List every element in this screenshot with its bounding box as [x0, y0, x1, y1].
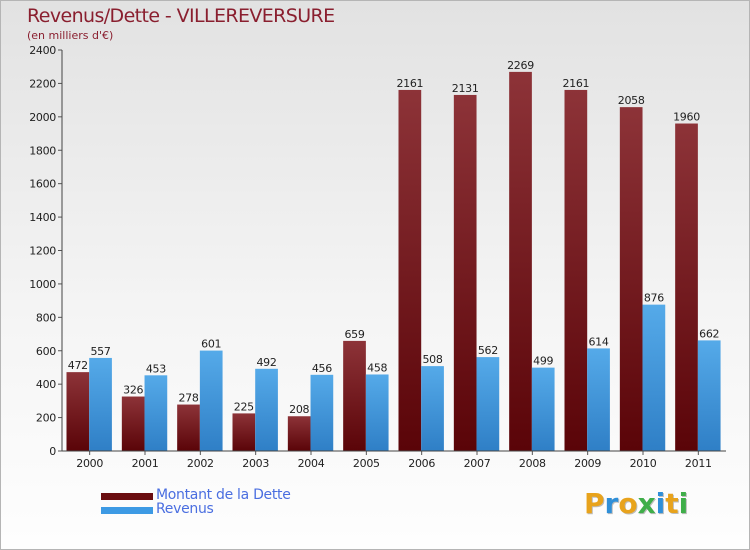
data-label-revenus: 492	[256, 356, 276, 369]
bar-revenus	[587, 348, 610, 451]
logo-letter: P	[584, 487, 605, 520]
x-tick-label: 2004	[298, 457, 325, 470]
data-label-dette: 2058	[618, 94, 645, 107]
legend-swatch-dette	[101, 493, 153, 500]
data-label-revenus: 562	[478, 344, 498, 357]
bar-revenus	[531, 367, 555, 451]
bar-dette	[177, 404, 200, 451]
y-tick-label: 1400	[29, 211, 56, 224]
proxiti-logo: Proxiti	[584, 487, 688, 520]
data-label-dette: 2161	[562, 77, 589, 90]
bar-dette	[619, 107, 643, 451]
x-tick-label: 2002	[187, 457, 214, 470]
bar-revenus	[642, 304, 666, 451]
data-label-dette: 278	[178, 392, 198, 405]
y-tick-label: 600	[36, 345, 56, 358]
bar-dette	[343, 340, 366, 451]
logo-letter: i	[655, 487, 666, 520]
y-tick-label: 1000	[29, 278, 56, 291]
bar-revenus	[255, 368, 278, 451]
bar-revenus	[310, 374, 334, 451]
bar-dette	[287, 416, 311, 451]
x-tick-label: 2011	[685, 457, 712, 470]
data-label-revenus: 458	[367, 361, 387, 374]
bar-revenus	[144, 375, 168, 451]
data-label-revenus: 876	[644, 292, 664, 305]
data-label-revenus: 453	[146, 362, 166, 375]
legend-label-revenus: Revenus	[156, 501, 214, 517]
data-label-dette: 208	[289, 403, 309, 416]
x-tick-label: 2008	[519, 457, 546, 470]
y-tick-label: 2000	[29, 111, 56, 124]
logo-letter: i	[678, 487, 689, 520]
legend-label-dette: Montant de la Dette	[156, 487, 291, 503]
logo-letter: o	[618, 487, 638, 520]
y-tick-label: 2200	[29, 77, 56, 90]
logo-letter: r	[604, 487, 619, 520]
x-tick-label: 2010	[630, 457, 657, 470]
data-label-revenus: 456	[312, 362, 332, 375]
y-tick-label: 400	[36, 378, 56, 391]
legend-swatch-revenus	[101, 507, 153, 514]
data-label-dette: 2269	[507, 59, 534, 72]
chart-title: Revenus/Dette - VILLEREVERSURE	[27, 5, 335, 27]
bar-dette	[121, 396, 145, 451]
data-label-dette: 472	[68, 359, 88, 372]
bar-revenus	[697, 340, 721, 451]
bar-dette	[509, 71, 532, 452]
y-tick-label: 1600	[29, 178, 56, 191]
x-tick-label: 2000	[76, 457, 103, 470]
bar-revenus	[476, 357, 500, 451]
bar-revenus	[89, 357, 112, 451]
y-tick-label: 2400	[29, 44, 56, 57]
data-label-revenus: 499	[533, 355, 553, 368]
data-label-dette: 326	[123, 384, 143, 397]
data-label-revenus: 601	[201, 338, 221, 351]
bar-dette	[675, 123, 698, 452]
bar-dette	[66, 372, 90, 451]
x-tick-label: 2007	[464, 457, 491, 470]
x-tick-label: 2005	[353, 457, 380, 470]
y-tick-label: 1200	[29, 245, 56, 258]
bar-dette	[398, 89, 422, 451]
bar-revenus	[421, 366, 444, 451]
y-tick-label: 1800	[29, 144, 56, 157]
y-tick-label: 0	[49, 445, 56, 458]
logo-letter: t	[665, 487, 679, 520]
data-label-revenus: 557	[90, 345, 110, 358]
data-label-revenus: 508	[422, 353, 442, 366]
data-label-dette: 225	[234, 400, 254, 413]
bar-dette	[564, 89, 588, 451]
x-tick-label: 2009	[574, 457, 601, 470]
data-label-dette: 2131	[452, 82, 479, 95]
x-tick-label: 2006	[408, 457, 435, 470]
data-label-dette: 1960	[673, 111, 700, 124]
x-tick-label: 2003	[242, 457, 269, 470]
y-tick-label: 200	[36, 412, 56, 425]
bar-revenus	[365, 374, 389, 451]
chart-subtitle: (en milliers d'€)	[27, 29, 114, 42]
bar-revenus	[199, 350, 223, 451]
x-tick-label: 2001	[132, 457, 159, 470]
bar-dette	[232, 413, 256, 451]
logo-letter: x	[637, 487, 656, 520]
data-label-dette: 2161	[396, 77, 423, 90]
bar-dette	[453, 94, 477, 451]
data-label-revenus: 614	[588, 335, 608, 348]
y-tick-label: 800	[36, 311, 56, 324]
data-label-revenus: 662	[699, 327, 719, 340]
data-label-dette: 659	[344, 328, 364, 341]
